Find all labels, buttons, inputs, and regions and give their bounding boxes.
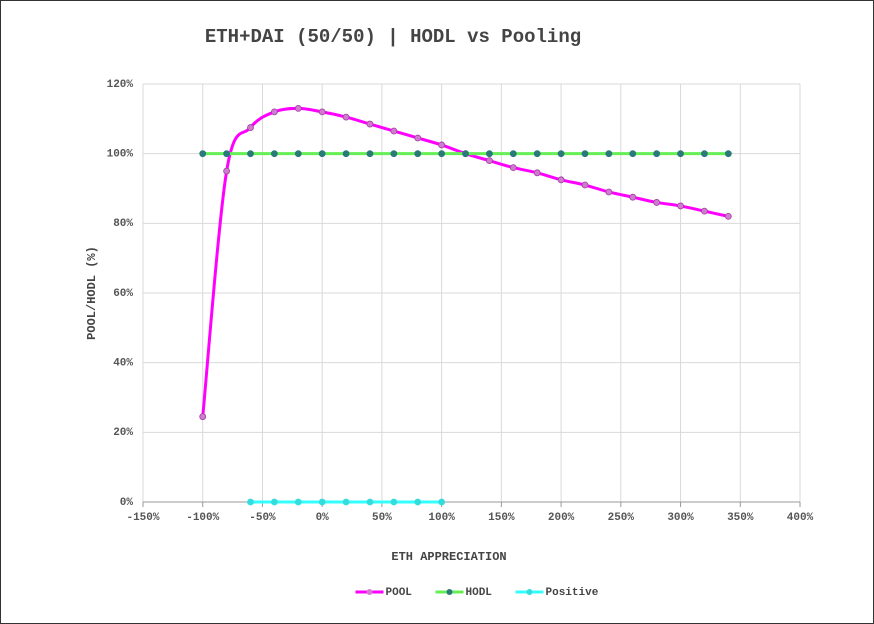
- data-point: [677, 150, 684, 158]
- x-tick-label: 400%: [787, 512, 814, 524]
- data-point: [533, 150, 541, 158]
- x-tick-label: 200%: [548, 512, 575, 524]
- x-tick-label: -100%: [186, 512, 219, 524]
- y-tick-label: 120%: [107, 79, 134, 91]
- data-point: [390, 498, 398, 506]
- data-point: [605, 188, 613, 196]
- data-point: [724, 150, 732, 158]
- x-axis-label: ETH APPRECIATION: [391, 550, 506, 564]
- data-point: [557, 176, 565, 184]
- x-tick-label: 350%: [727, 512, 754, 524]
- legend-label: HODL: [466, 587, 493, 599]
- data-point: [223, 150, 231, 158]
- legend-label: Positive: [546, 587, 599, 599]
- data-point: [223, 167, 231, 175]
- y-tick-label: 60%: [113, 288, 133, 300]
- legend-marker: [366, 589, 373, 595]
- data-point: [581, 181, 589, 189]
- data-point: [629, 150, 637, 158]
- legend-label: POOL: [386, 587, 413, 599]
- data-point: [366, 120, 374, 128]
- data-point: [509, 164, 517, 172]
- data-point: [366, 498, 374, 506]
- data-point: [247, 498, 254, 506]
- data-point: [270, 150, 278, 158]
- data-point: [414, 498, 422, 506]
- data-point: [414, 134, 422, 142]
- data-point: [342, 150, 350, 158]
- y-tick-label: 20%: [113, 427, 133, 439]
- data-point: [199, 413, 207, 421]
- y-tick-label: 0%: [120, 497, 134, 509]
- y-tick-label: 100%: [107, 149, 134, 161]
- data-point: [438, 498, 446, 506]
- x-tick-label: 0%: [316, 512, 330, 524]
- data-point: [605, 150, 613, 158]
- data-point: [199, 150, 207, 158]
- data-point: [533, 169, 541, 177]
- y-tick-label: 40%: [113, 358, 133, 370]
- data-point: [318, 108, 326, 116]
- data-point: [486, 157, 493, 165]
- data-point: [270, 108, 278, 116]
- y-axis-label: POOL/HODL (%): [85, 246, 99, 340]
- data-point: [653, 199, 661, 206]
- data-point: [318, 498, 326, 506]
- legend-marker: [446, 589, 453, 595]
- data-point: [390, 127, 398, 135]
- data-point: [270, 498, 278, 506]
- data-point: [486, 150, 493, 158]
- data-point: [294, 150, 302, 158]
- data-point: [366, 150, 374, 158]
- data-point: [653, 150, 661, 158]
- data-point: [342, 113, 350, 121]
- legend-marker: [526, 589, 533, 595]
- data-point: [509, 150, 517, 158]
- x-tick-label: 50%: [372, 512, 392, 524]
- data-point: [724, 212, 732, 220]
- x-tick-label: -150%: [126, 512, 159, 524]
- data-point: [438, 141, 446, 149]
- chart-title: ETH+DAI (50/50) | HODL vs Pooling: [205, 26, 581, 48]
- data-point: [462, 150, 469, 158]
- data-point: [557, 150, 565, 158]
- x-tick-label: 250%: [608, 512, 635, 524]
- y-tick-label: 80%: [113, 218, 133, 230]
- data-point: [677, 202, 684, 210]
- x-tick-label: 300%: [667, 512, 694, 524]
- data-point: [438, 150, 446, 158]
- data-point: [318, 150, 326, 158]
- data-point: [581, 150, 589, 158]
- x-tick-label: 100%: [428, 512, 455, 524]
- data-point: [247, 124, 254, 131]
- data-point: [342, 498, 350, 506]
- data-point: [294, 498, 302, 506]
- data-point: [294, 104, 302, 112]
- x-tick-label: -50%: [249, 512, 276, 524]
- data-point: [414, 150, 422, 158]
- data-point: [701, 150, 708, 158]
- data-point: [629, 193, 637, 201]
- data-point: [247, 150, 254, 158]
- data-point: [701, 207, 708, 215]
- x-tick-label: 150%: [488, 512, 515, 524]
- data-point: [390, 150, 398, 158]
